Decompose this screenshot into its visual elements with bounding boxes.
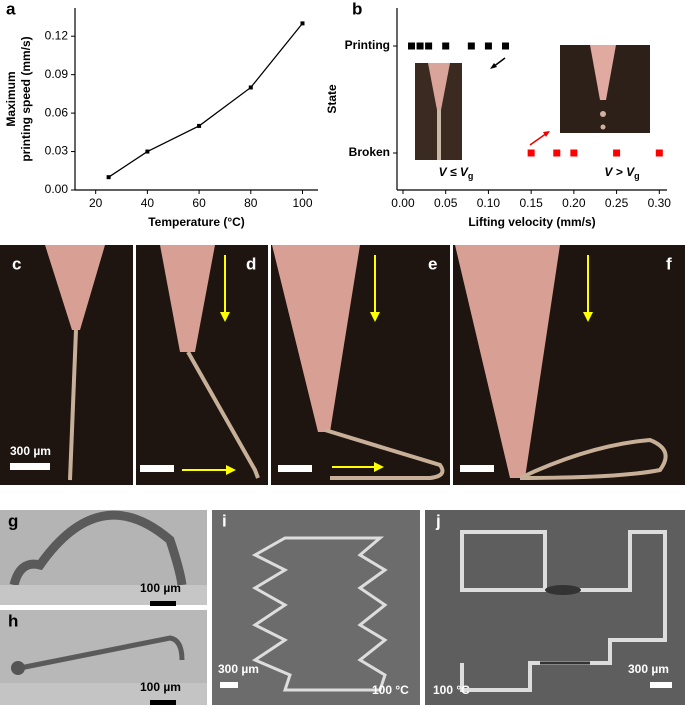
point	[145, 149, 150, 154]
temperature-label: 100 °C	[372, 683, 409, 697]
x-tick-label: 0.15	[519, 196, 543, 210]
point	[248, 85, 253, 90]
panel-label: c	[12, 254, 21, 273]
x-tick-label: 100	[292, 196, 312, 210]
y-tick-label: 0.06	[45, 105, 69, 119]
panel-label: f	[666, 254, 672, 273]
point	[467, 42, 475, 50]
inset-label: V > Vg	[604, 165, 639, 181]
point	[570, 149, 578, 157]
y-tick-label: 0.12	[45, 28, 69, 42]
x-axis-label: Temperature (°C)	[148, 215, 245, 229]
point	[484, 42, 492, 50]
scale-label: 100 µm	[140, 680, 181, 694]
panel-label: d	[246, 254, 256, 273]
point	[416, 42, 424, 50]
point	[527, 149, 535, 157]
panel-label: e	[428, 254, 437, 273]
scale-label: 300 µm	[628, 662, 669, 676]
point	[502, 42, 510, 50]
point	[197, 123, 202, 128]
scale-label: 100 µm	[140, 581, 181, 595]
y-tick-label: Broken	[349, 145, 390, 159]
panel-label: a	[6, 0, 16, 18]
point	[408, 42, 416, 50]
y-axis-label: printing speed (mm/s)	[19, 36, 33, 161]
point	[655, 149, 663, 157]
x-tick-label: 0.10	[477, 196, 501, 210]
x-tick-label: 0.05	[434, 196, 458, 210]
x-tick-label: 0.20	[562, 196, 586, 210]
y-tick-label: 0.00	[45, 182, 69, 196]
inset-photo	[415, 45, 650, 160]
point	[425, 42, 433, 50]
y-tick-label: 0.09	[45, 67, 69, 81]
scale-label: 300 µm	[218, 662, 259, 676]
panel-label: i	[222, 511, 227, 530]
temperature-label: 100 °C	[433, 683, 470, 697]
x-tick-label: 40	[141, 196, 155, 210]
point	[613, 149, 621, 157]
y-tick-label: Printing	[345, 38, 390, 52]
line	[108, 22, 303, 178]
y-tick-label: 0.03	[45, 144, 69, 158]
x-tick-label: 20	[89, 196, 103, 210]
photo-panels	[0, 245, 685, 485]
x-tick-label: 60	[192, 196, 206, 210]
inset-label: V ≤ Vg	[439, 165, 474, 181]
panel-label: b	[352, 0, 362, 18]
point	[553, 149, 561, 157]
x-tick-label: 80	[244, 196, 258, 210]
x-tick-label: 0.25	[605, 196, 629, 210]
x-tick-label: 0.30	[648, 196, 672, 210]
point	[106, 175, 111, 180]
sem-panels	[0, 510, 685, 705]
x-tick-label: 0.00	[391, 196, 415, 210]
point	[442, 42, 450, 50]
x-axis-label: Lifting velocity (mm/s)	[468, 215, 595, 229]
panel-label: g	[8, 511, 18, 530]
y-axis-label: Maximum	[4, 71, 18, 126]
panel-label: j	[435, 511, 441, 530]
y-axis-label: State	[325, 84, 339, 114]
scale-label: 300 µm	[10, 444, 51, 458]
point	[300, 21, 305, 26]
panel-label: h	[8, 611, 18, 630]
